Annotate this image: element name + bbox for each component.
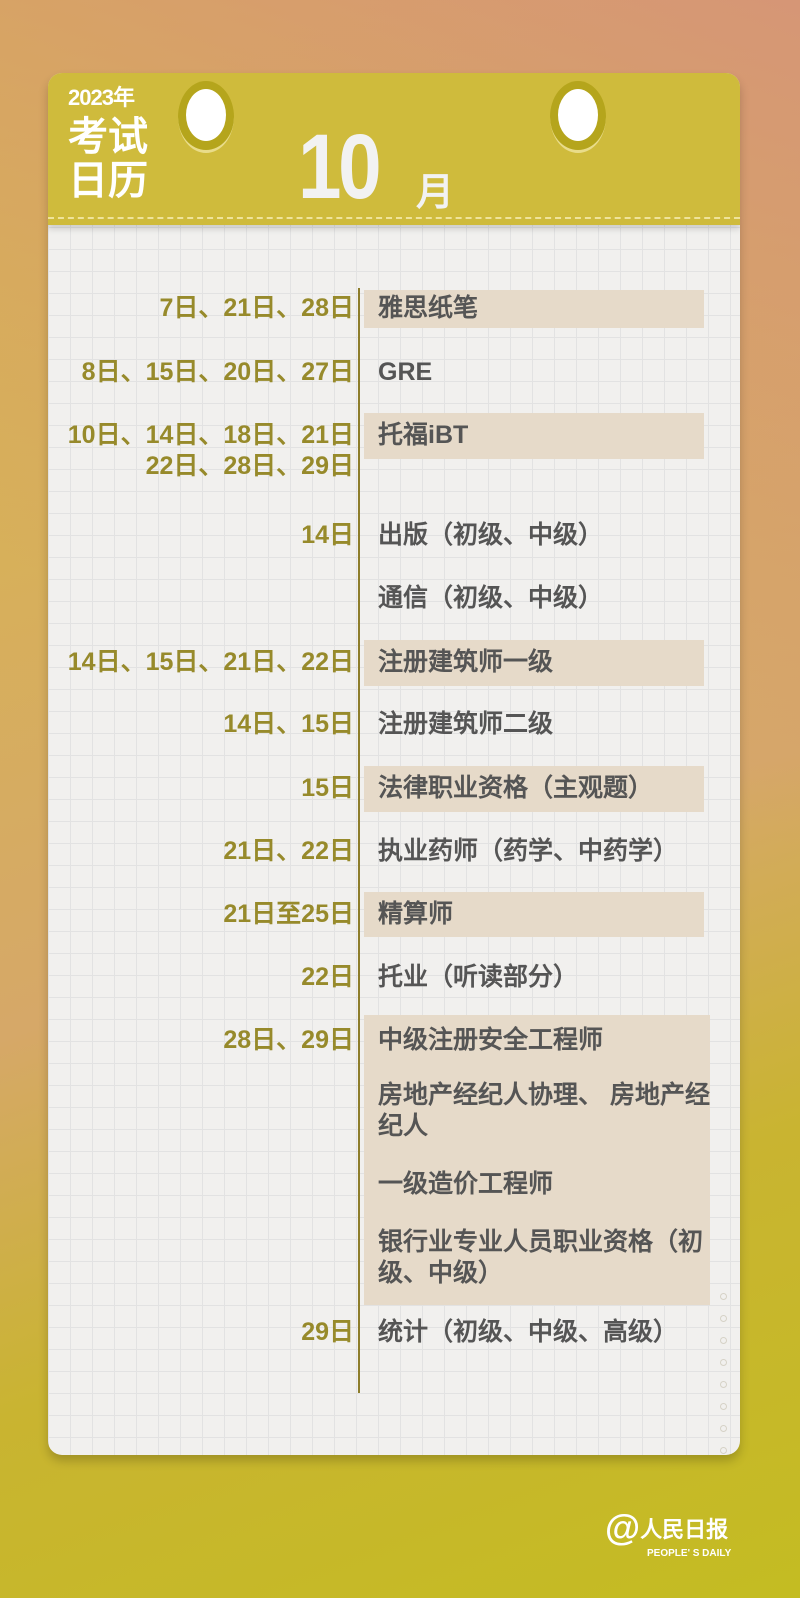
exam-name: 精算师 (378, 900, 454, 928)
exam-name: 一级造价工程师 (378, 1170, 554, 1198)
exam-name: 托福iBT (378, 421, 469, 449)
exam-name: 出版（初级、中级） (378, 521, 604, 549)
row-highlight (364, 290, 704, 328)
exam-name: 注册建筑师一级 (378, 648, 554, 676)
row-highlight (364, 640, 704, 686)
exam-name: 法律职业资格（主观题） (378, 774, 654, 802)
exam-name: 执业药师（药学、中药学） (378, 837, 679, 865)
exam-name: GRE (378, 358, 433, 386)
month-number: 10 (298, 116, 382, 218)
exam-dates: 7日、21日、28日 (159, 294, 354, 322)
binder-ring-icon (550, 81, 606, 153)
calendar-header: 2023年 考试日历 10 月 (48, 73, 740, 225)
exam-name: 注册建筑师二级 (378, 710, 554, 738)
exam-dates: 28日、29日 (223, 1026, 354, 1054)
month-unit: 月 (416, 172, 455, 214)
calendar-card: 2023年 考试日历 10 月 7日、21日、28日 雅思纸笔 8日、15日、20日… (48, 73, 740, 1455)
exam-dates: 8日、15日、20日、27日 (81, 358, 354, 386)
exam-name: 通信（初级、中级） (378, 584, 604, 612)
calendar-title: 考试日历 (68, 115, 148, 203)
year-label: 2023年 (68, 85, 135, 110)
row-highlight (364, 413, 704, 459)
exam-dates: 14日 (301, 521, 354, 549)
exam-dates: 21日至25日 (223, 900, 354, 928)
logo-sub: PEOPLE' S DAILY (647, 1548, 732, 1559)
row-highlight (364, 1015, 710, 1305)
exam-name: 雅思纸笔 (378, 294, 479, 322)
row-highlight (364, 766, 704, 812)
exam-dates: 14日、15日、21日、22日 (67, 648, 354, 676)
exam-name: 托业（听读部分） (378, 963, 579, 991)
exam-name: 房地产经纪人协理、 房地产经纪人 (378, 1081, 710, 1140)
dots-decoration (720, 1293, 727, 1455)
exam-dates: 15日 (301, 774, 354, 802)
exam-dates: 29日 (301, 1318, 354, 1346)
row-highlight (364, 892, 704, 937)
logo-name: 人民日报 (640, 1517, 729, 1542)
exam-name: 银行业专业人员职业资格（初级、中级） (378, 1228, 704, 1287)
at-sign-icon: @ (605, 1507, 641, 1548)
exam-dates: 22日 (301, 963, 354, 991)
peoples-daily-logo: @人民日报 PEOPLE' S DAILY (605, 1508, 731, 1560)
binder-ring-icon (178, 81, 234, 153)
exam-dates: 14日、15日 (223, 710, 354, 738)
timeline-line (358, 288, 360, 1393)
exam-dates: 21日、22日 (223, 837, 354, 865)
exam-name: 统计（初级、中级、高级） (378, 1318, 679, 1346)
exam-dates: 10日、14日、18日、21日 22日、28日、29日 (67, 421, 354, 480)
dashed-divider (48, 217, 740, 219)
exam-name: 中级注册安全工程师 (378, 1026, 604, 1054)
